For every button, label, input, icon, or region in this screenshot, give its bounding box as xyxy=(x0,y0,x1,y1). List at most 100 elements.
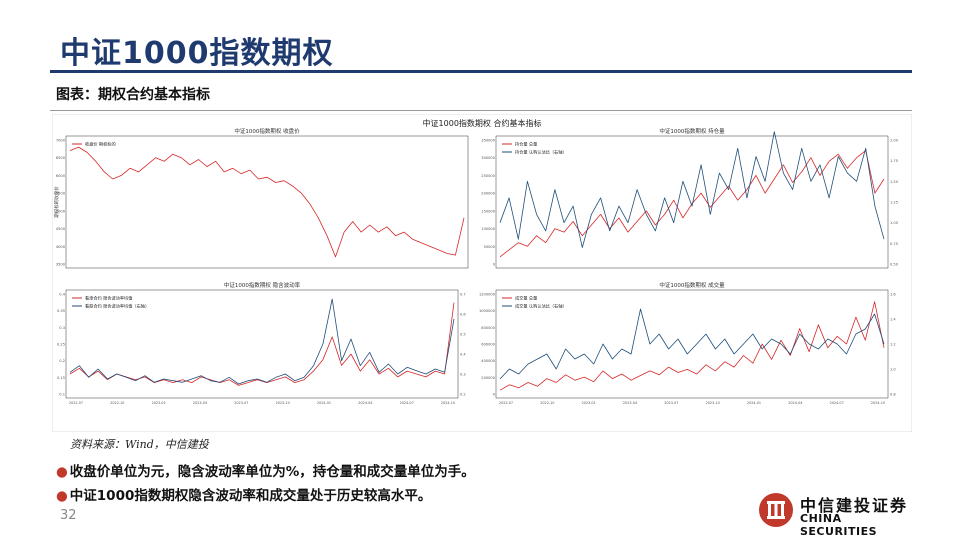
title-divider xyxy=(50,70,912,73)
ytick-right-vol: 1.6 xyxy=(890,293,896,297)
xtick-vol: 2023-10 xyxy=(706,401,720,405)
ytick-left-oi: 300000 xyxy=(481,156,495,160)
ytick-left-oi: 100000 xyxy=(481,227,495,231)
ytick-right-vol: 1.2 xyxy=(890,343,896,347)
xtick-vol: 2024-04 xyxy=(788,401,802,405)
ytick-right-oi: 1.50 xyxy=(890,180,899,184)
ytick-left-close: 7000 xyxy=(56,139,66,143)
bullet-1-text: 收盘价单位为元，隐含波动率单位为%，持仓量和成交量单位为手。 xyxy=(69,464,475,480)
logo-text-en: CHINA SECURITIES xyxy=(800,512,878,538)
ytick-left-close: 5000 xyxy=(56,209,66,213)
series-line-vol-1 xyxy=(499,308,885,380)
ytick-left-vol: 1000000 xyxy=(479,309,496,313)
xtick-iv: 2022-07 xyxy=(69,401,83,405)
bullet-2-text: 中证1000指数期权隐含波动率和成交量处于历史较高水平。 xyxy=(69,488,432,504)
plot-area-iv xyxy=(65,289,459,399)
ytick-left-close: 4000 xyxy=(56,245,66,249)
page-title: 中证1000指数期权 xyxy=(60,36,334,71)
legend-label-oi-0: 持仓量 总量 xyxy=(515,141,537,148)
ytick-right-vol: 1.0 xyxy=(890,368,896,372)
xtick-vol: 2023-04 xyxy=(623,401,637,405)
ytick-left-iv: 0.35 xyxy=(57,309,65,313)
series-line-oi-1 xyxy=(499,131,885,248)
ytick-left-vol: 800000 xyxy=(481,326,495,330)
legend-label-iv-1: 看跌合约 隐含波动率均值（右轴） xyxy=(85,303,149,310)
figure-caption: 图表：期权合约基本指标 xyxy=(56,87,210,103)
ytick-right-vol: 1.4 xyxy=(890,318,896,322)
ytick-left-iv: 0.25 xyxy=(57,343,65,347)
panel-iv: 中证1000指数期权 隐含波动率 0.4 0.35 0.3 0.25 0.2 0.15 0.1… xyxy=(57,281,466,405)
ytick-left-oi: 250000 xyxy=(481,174,495,178)
xtick-iv: 2022-10 xyxy=(110,401,124,405)
legend-label-vol-1: 成交量 认购认沽比（右轴） xyxy=(515,303,567,310)
legend-label-iv-0: 看涨合约 隐含波动率均值 xyxy=(85,295,132,302)
ytick-right-iv: 0.3 xyxy=(460,373,466,377)
series-line-vol-0 xyxy=(499,301,885,391)
ytick-right-oi: 0.50 xyxy=(890,263,899,267)
plot-area-close xyxy=(65,135,469,269)
bullet-1: ● 收盘价单位为元，隐含波动率单位为%，持仓量和成交量单位为手。 xyxy=(56,460,475,480)
figure-suptitle: 中证1000指数期权 合约基本指标 xyxy=(423,118,542,128)
ytick-left-vol: 400000 xyxy=(481,359,495,363)
ytick-right-iv: 0.4 xyxy=(460,353,466,357)
ytick-left-close: 6500 xyxy=(56,156,66,160)
ytick-left-vol: 200000 xyxy=(481,376,495,380)
xtick-vol: 2022-10 xyxy=(540,401,554,405)
plot-area-oi xyxy=(495,135,889,269)
ytick-left-vol: 600000 xyxy=(481,343,495,347)
xtick-iv: 2023-10 xyxy=(276,401,290,405)
ytick-left-iv: 0.2 xyxy=(59,359,65,363)
bullet-dot: ● xyxy=(56,464,68,480)
ytick-right-oi: 0.75 xyxy=(890,242,898,246)
ytick-left-oi: 0 xyxy=(493,263,496,267)
xtick-iv: 2023-01 xyxy=(152,401,166,405)
bullet-2: ● 中证1000指数期权隐含波动率和成交量处于历史较高水平。 xyxy=(56,484,431,504)
ytick-left-iv: 0.3 xyxy=(59,326,65,330)
panel-title-iv: 中证1000指数期权 隐含波动率 xyxy=(224,281,301,289)
xtick-vol: 2022-07 xyxy=(499,401,513,405)
ytick-left-oi: 350000 xyxy=(481,139,495,143)
logo-text-cn: 中信建投证券 xyxy=(800,496,909,515)
xtick-iv: 2024-04 xyxy=(358,401,372,405)
ytick-left-iv: 0.4 xyxy=(59,293,65,297)
xtick-vol: 2023-07 xyxy=(664,401,678,405)
company-logo: 中信建投证券 CHINA SECURITIES xyxy=(758,492,918,538)
xtick-iv: 2024-10 xyxy=(441,401,455,405)
legend-label-vol-0: 成交量 总量 xyxy=(515,295,537,302)
ytick-right-iv: 0.2 xyxy=(460,393,466,397)
panel-title-close: 中证1000指数期权 收盘价 xyxy=(234,127,300,135)
ytick-left-close: 4500 xyxy=(56,227,66,231)
xtick-vol: 2024-07 xyxy=(830,401,844,405)
ytick-right-oi: 1.25 xyxy=(890,201,898,205)
ytick-left-close: 3500 xyxy=(56,263,66,267)
page-number: 32 xyxy=(60,508,77,523)
ytick-left-iv: 0.15 xyxy=(57,376,65,380)
xtick-vol: 2024-10 xyxy=(871,401,885,405)
series-line-iv-0 xyxy=(69,302,455,386)
ytick-left-oi: 150000 xyxy=(481,209,495,213)
panel-title-oi: 中证1000指数期权 持仓量 xyxy=(659,127,725,135)
series-line-oi-0 xyxy=(499,150,885,258)
panel-vol: 中证1000指数期权 成交量 1200000 1000000 800000 600000… xyxy=(479,281,896,405)
ytick-right-iv: 0.5 xyxy=(460,333,466,337)
xtick-iv: 2024-07 xyxy=(400,401,414,405)
ytick-left-close: 5500 xyxy=(56,192,66,196)
ytick-left-close: 6000 xyxy=(56,174,66,178)
xtick-vol: 2023-01 xyxy=(582,401,596,405)
ytick-left-oi: 50000 xyxy=(484,245,496,249)
bullet-dot: ● xyxy=(56,488,68,504)
ytick-right-iv: 0.7 xyxy=(460,293,466,297)
xtick-vol: 2024-01 xyxy=(747,401,761,405)
legend-label-oi-1: 持仓量 认购认沽比（右轴） xyxy=(515,149,567,156)
legend-label-close-0: 收盘价 期权标的 xyxy=(85,141,116,148)
xtick-iv: 2023-04 xyxy=(193,401,207,405)
series-line-iv-1 xyxy=(69,298,455,385)
ytick-right-oi: 2.00 xyxy=(890,139,899,143)
panel-title-vol: 中证1000指数期权 成交量 xyxy=(659,281,725,289)
xtick-iv: 2024-01 xyxy=(317,401,331,405)
ytick-right-oi: 1.00 xyxy=(890,221,899,225)
ytick-left-vol: 1200000 xyxy=(479,293,496,297)
ytick-right-vol: 0.8 xyxy=(890,393,896,397)
ytick-right-oi: 1.75 xyxy=(890,159,898,163)
